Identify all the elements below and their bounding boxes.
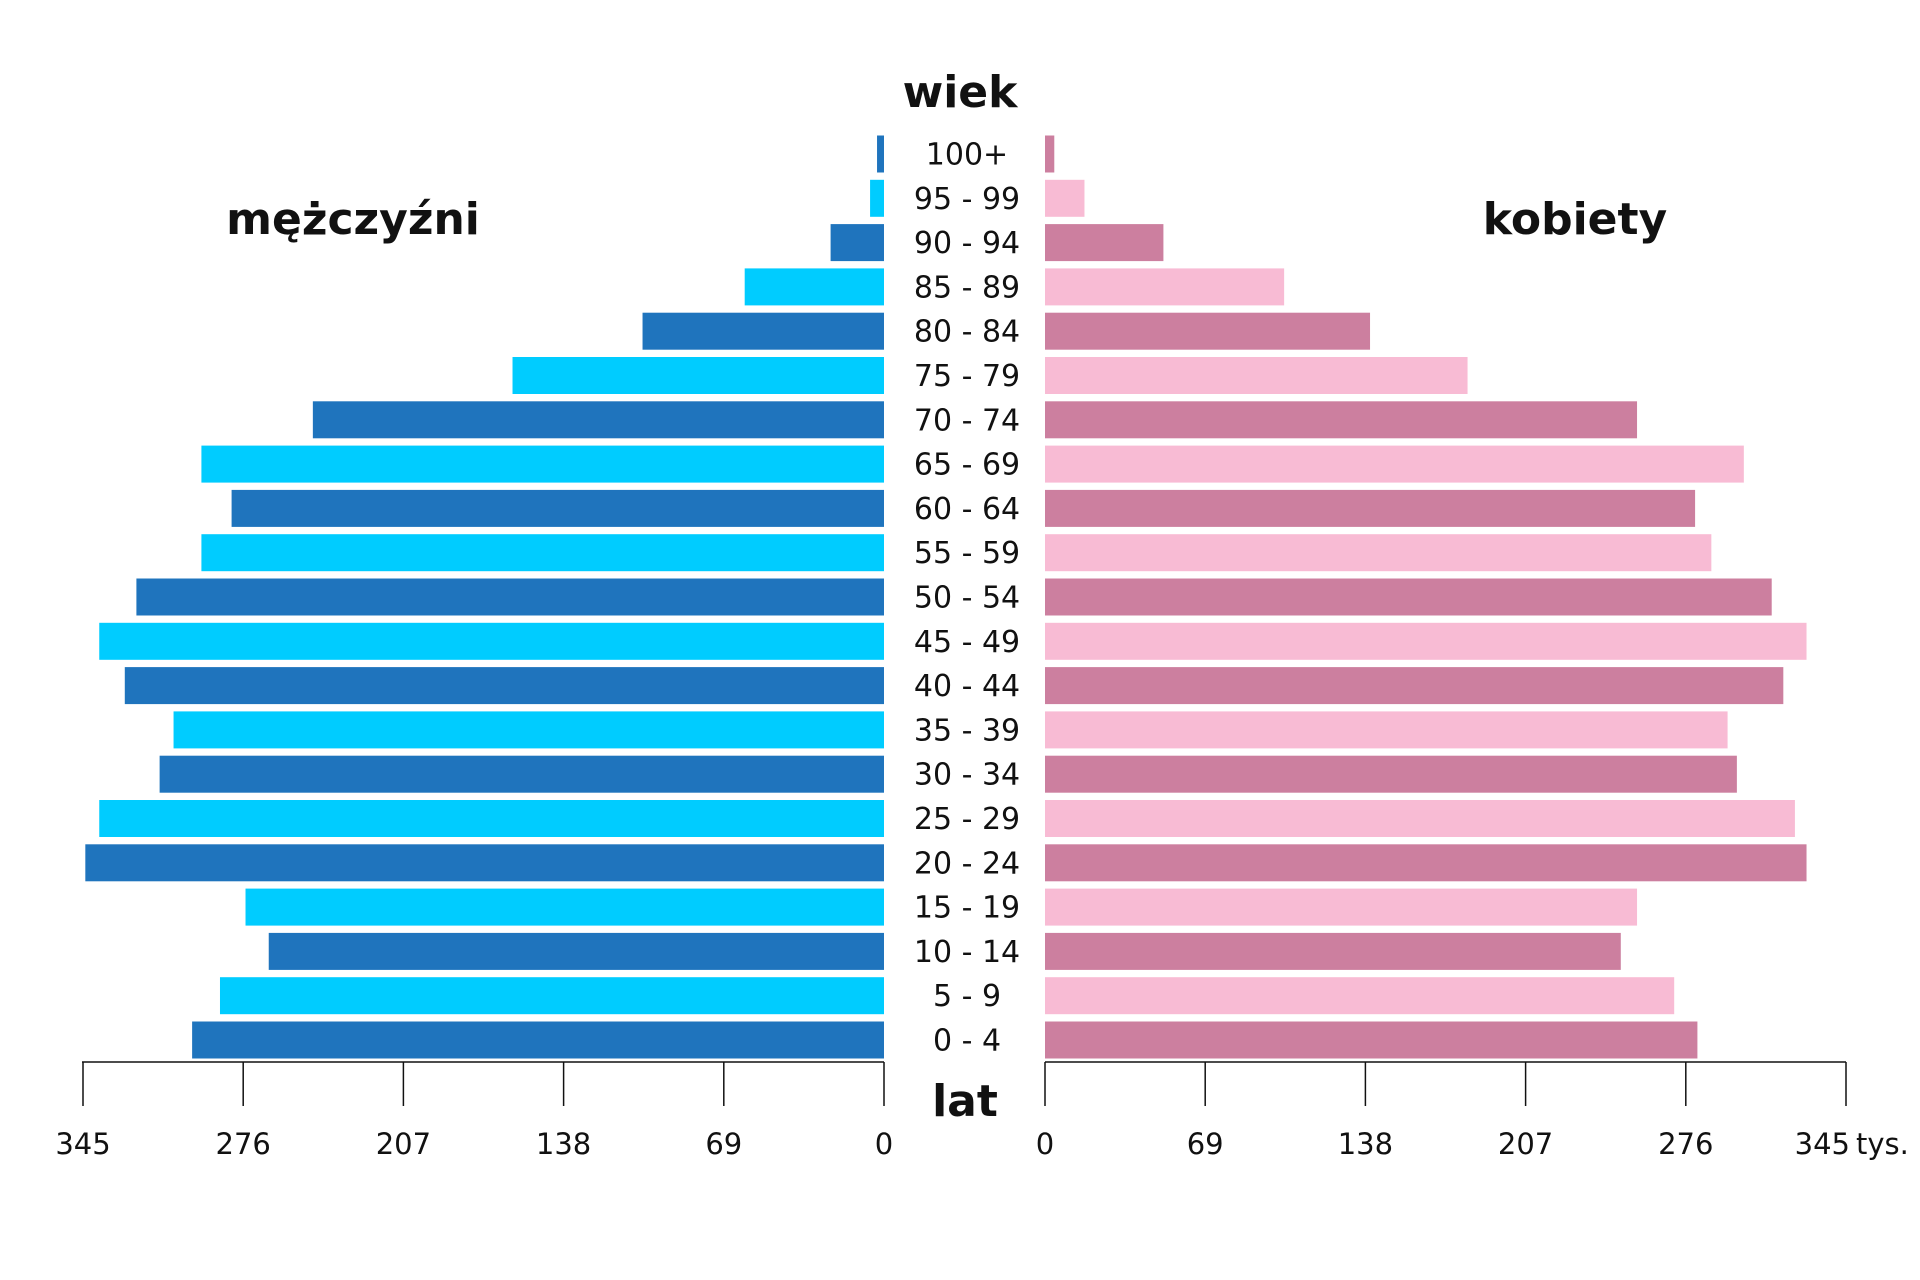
x-unit: tys. xyxy=(1856,1127,1909,1161)
bar xyxy=(744,268,884,306)
x-tick-label: 276 xyxy=(1658,1127,1713,1161)
y-tick-label: 5 - 9 xyxy=(933,979,1001,1014)
bar xyxy=(512,357,884,394)
y-tick-label: 70 - 74 xyxy=(914,403,1020,438)
bar xyxy=(830,224,884,262)
bar xyxy=(173,711,884,749)
bar xyxy=(245,888,885,926)
y-tick-label: 15 - 19 xyxy=(914,891,1020,926)
bar xyxy=(1045,844,1807,882)
bar xyxy=(1045,534,1712,572)
bar xyxy=(1045,667,1784,705)
bar xyxy=(201,445,884,483)
bar xyxy=(1045,800,1795,837)
bar xyxy=(1045,445,1744,483)
x-tick-label: 345 xyxy=(1795,1127,1850,1161)
y-tick-label: 45 - 49 xyxy=(914,625,1020,660)
y-tick-label: 55 - 59 xyxy=(914,536,1020,571)
bar xyxy=(870,179,884,217)
bar xyxy=(231,489,884,527)
bar xyxy=(877,135,884,173)
bar xyxy=(99,800,884,837)
y-tick-label: 100+ xyxy=(926,138,1008,173)
x-tick-label: 138 xyxy=(536,1127,591,1161)
bar xyxy=(1045,977,1675,1015)
bar xyxy=(1045,711,1728,749)
x-tick-label: 138 xyxy=(1338,1127,1393,1161)
bar xyxy=(136,578,884,616)
bar xyxy=(1045,135,1055,173)
y-tick-label: 10 - 14 xyxy=(914,935,1020,970)
y-tick-label: 40 - 44 xyxy=(914,669,1020,704)
bar xyxy=(1045,932,1621,970)
bar xyxy=(201,534,884,572)
x-tick-label: 207 xyxy=(376,1127,431,1161)
bar xyxy=(1045,312,1371,350)
bar xyxy=(1045,357,1468,394)
bar xyxy=(124,667,884,705)
bar xyxy=(1045,622,1807,660)
y-tick-label: 75 - 79 xyxy=(914,359,1020,394)
bar xyxy=(1045,224,1164,262)
bar xyxy=(1045,489,1696,527)
bar xyxy=(642,312,884,350)
y-tick-label: 20 - 24 xyxy=(914,846,1020,881)
y-unit: lat xyxy=(932,1076,998,1127)
x-tick-label: 0 xyxy=(1036,1127,1054,1161)
x-tick-label: 276 xyxy=(216,1127,271,1161)
y-tick-label: 95 - 99 xyxy=(914,182,1020,217)
y-tick-label: 35 - 39 xyxy=(914,713,1020,748)
y-tick-label: 30 - 34 xyxy=(914,758,1020,793)
bar xyxy=(99,622,884,660)
bar xyxy=(1045,755,1737,793)
y-tick-label: 90 - 94 xyxy=(914,226,1020,261)
x-tick-label: 0 xyxy=(875,1127,893,1161)
x-tick-label: 69 xyxy=(1187,1127,1224,1161)
x-tick-label: 69 xyxy=(705,1127,742,1161)
x-tick-label: 345 xyxy=(55,1127,110,1161)
legend-left: mężczyźni xyxy=(226,194,480,245)
y-title: wiek xyxy=(903,67,1020,118)
bar xyxy=(312,401,884,439)
y-tick-label: 85 - 89 xyxy=(914,270,1020,305)
bar xyxy=(1045,1021,1698,1059)
bar xyxy=(1045,268,1285,306)
y-tick-label: 80 - 84 xyxy=(914,315,1020,350)
bar xyxy=(1045,578,1772,616)
bar xyxy=(1045,401,1638,439)
bar xyxy=(219,977,884,1015)
bar xyxy=(159,755,885,793)
y-tick-label: 0 - 4 xyxy=(933,1024,1001,1059)
y-tick-label: 50 - 54 xyxy=(914,581,1020,616)
bar xyxy=(268,932,884,970)
y-tick-label: 25 - 29 xyxy=(914,802,1020,837)
bar xyxy=(192,1021,885,1059)
y-tick-label: 65 - 69 xyxy=(914,448,1020,483)
bar xyxy=(1045,179,1085,217)
x-tick-label: 207 xyxy=(1498,1127,1553,1161)
bar xyxy=(1045,888,1638,926)
y-tick-label: 60 - 64 xyxy=(914,492,1020,527)
legend-right: kobiety xyxy=(1483,194,1667,245)
bar xyxy=(85,844,885,882)
